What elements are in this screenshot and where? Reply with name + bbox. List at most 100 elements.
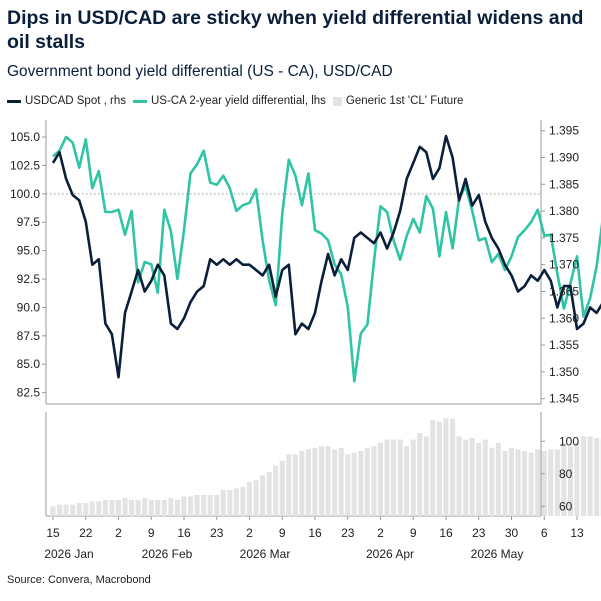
right-axis-tick-label: 1.355 [549, 338, 579, 352]
lower-axis-tick-label: 80 [559, 467, 573, 481]
oil-bar [102, 499, 108, 517]
oil-bar [207, 494, 213, 516]
x-axis-tick-label: 23 [472, 526, 486, 540]
oil-bar [450, 418, 456, 516]
oil-bar [541, 451, 547, 516]
oil-bar [561, 442, 567, 516]
oil-bar [587, 436, 593, 516]
oil-bar [312, 447, 318, 517]
oil-bar [109, 499, 115, 517]
legend-item-oil: Generic 1st 'CL' Future [332, 95, 464, 107]
legend-label-yield-diff: US-CA 2-year yield differential, lhs [150, 95, 326, 107]
x-axis-tick-label: 9 [410, 526, 417, 540]
oil-bar [240, 486, 246, 517]
x-axis-month-label: 2026 Mar [240, 547, 291, 561]
x-axis-tick-label: 16 [439, 526, 453, 540]
oil-bar [155, 499, 161, 517]
oil-bar [220, 490, 226, 516]
oil-bar [83, 503, 89, 516]
oil-bar [266, 472, 272, 516]
right-axis-tick-label: 1.345 [549, 392, 579, 406]
oil-bar [358, 451, 364, 516]
left-axis-tick-label: 95.0 [17, 244, 41, 258]
oil-bar [338, 447, 344, 517]
axis-labels: 105.0 102.5 100.0 97.5 95.0 92.5 90.0 87.5 85.0 8… [10, 124, 584, 561]
x-axis-tick-label: 2 [246, 526, 253, 540]
oil-bar [227, 490, 233, 516]
oil-bar [384, 439, 390, 516]
source-note: Source: Convera, Macrobond [7, 574, 151, 586]
oil-bar [181, 496, 187, 516]
right-axis-tick-label: 1.360 [549, 311, 579, 325]
oil-bar [50, 506, 56, 517]
x-axis-tick-label: 15 [46, 526, 60, 540]
legend-swatch-yield-diff [132, 99, 147, 103]
x-axis-tick-label: 22 [79, 526, 93, 540]
oil-bar [70, 504, 76, 516]
legend-swatch-usdcad [7, 99, 21, 103]
oil-bar [89, 501, 95, 516]
oil-bar [489, 447, 495, 517]
oil-bar [325, 446, 331, 516]
series-line-usdcad [51, 134, 601, 379]
oil-bar [76, 503, 82, 516]
oil-bar [233, 488, 239, 516]
oil-bar [548, 449, 554, 516]
oil-bar [495, 442, 501, 516]
oil-bar [528, 452, 534, 516]
oil-bar [63, 504, 69, 516]
series-lines [51, 134, 601, 383]
oil-bar [515, 449, 521, 516]
right-axis-tick-label: 1.375 [549, 231, 579, 245]
oil-bar [456, 436, 462, 516]
oil-bar [96, 501, 102, 516]
x-axis-tick-label: 13 [570, 526, 584, 540]
series-line-yield-differential [52, 135, 601, 383]
oil-bar [351, 452, 357, 516]
right-axis-tick-label: 1.395 [549, 124, 579, 138]
oil-bars [50, 418, 601, 517]
right-axis-tick-label: 1.380 [549, 204, 579, 218]
oil-bar [260, 475, 266, 516]
left-axis-tick-label: 97.5 [17, 215, 41, 229]
oil-bar [273, 465, 279, 516]
oil-bar [391, 439, 397, 516]
oil-bar [567, 446, 573, 516]
left-axis-tick-label: 92.5 [17, 272, 41, 286]
x-axis-month-label: 2026 Jan [44, 547, 93, 561]
x-axis-month-label: 2026 Apr [366, 547, 414, 561]
oil-bar [417, 433, 423, 516]
oil-bar [292, 454, 298, 517]
oil-bar [377, 442, 383, 516]
oil-bar [194, 494, 200, 516]
oil-bar [482, 439, 488, 516]
x-axis-tick-label: 30 [505, 526, 519, 540]
oil-bar [246, 481, 252, 516]
oil-bar [430, 420, 436, 516]
oil-bar [554, 449, 560, 516]
oil-bar [214, 494, 220, 516]
left-axis-tick-label: 102.5 [10, 158, 40, 172]
right-axis-tick-label: 1.385 [549, 177, 579, 191]
legend-label-oil: Generic 1st 'CL' Future [345, 95, 464, 107]
oil-bar [581, 436, 587, 516]
oil-bar [463, 439, 469, 516]
oil-bar [188, 496, 194, 516]
oil-bar [253, 480, 259, 517]
right-axis-tick-label: 1.350 [549, 365, 579, 379]
oil-bar [286, 454, 292, 517]
oil-bar [522, 451, 528, 516]
x-axis-tick-label: 2 [377, 526, 384, 540]
x-axis-tick-label: 16 [308, 526, 322, 540]
lower-axis-tick-label: 60 [559, 499, 573, 513]
x-axis-tick-label: 9 [279, 526, 286, 540]
legend-item-yield-diff: US-CA 2-year yield differential, lhs [132, 95, 326, 107]
oil-bar [148, 499, 154, 517]
oil-bar [436, 421, 442, 517]
legend-item-usdcad: USDCAD Spot , rhs [7, 95, 126, 107]
lower-axis-tick-label: 100 [559, 434, 579, 448]
x-axis-month-label: 2026 May [471, 547, 524, 561]
oil-bar [161, 499, 167, 517]
left-axis-tick-label: 105.0 [10, 130, 40, 144]
